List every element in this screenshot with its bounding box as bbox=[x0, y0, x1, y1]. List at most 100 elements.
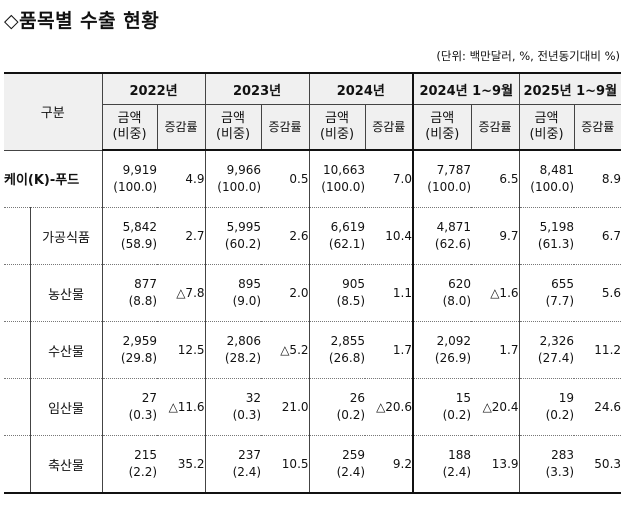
header-change-label: 증감률 bbox=[364, 104, 414, 151]
table-body: 케이(K)-푸드 9,919 (100.0) 4.9 9,966 (100.0) 0.5 10… bbox=[4, 150, 622, 494]
amount-value: 259 bbox=[342, 447, 366, 462]
amount-value: 15 bbox=[455, 390, 472, 405]
amount-share-cell: 27 (0.3) bbox=[101, 378, 158, 436]
amount-share-cell: 8,481 (100.0) bbox=[518, 150, 575, 208]
indent-cell bbox=[4, 378, 30, 436]
amount-share-cell: 9,966 (100.0) bbox=[204, 150, 262, 208]
amount-value: 6,619 bbox=[330, 219, 366, 234]
header-year-2022: 2022년 bbox=[101, 72, 206, 105]
header-amount-share: 금액 (비중) bbox=[308, 104, 366, 151]
change-value: 24.6 bbox=[574, 378, 622, 436]
header-amount-share: 금액 (비중) bbox=[412, 104, 472, 151]
share-value: (62.1) bbox=[328, 237, 366, 251]
indent-cell bbox=[4, 435, 30, 494]
amount-value: 237 bbox=[238, 447, 262, 462]
share-value: (60.2) bbox=[224, 237, 262, 251]
table-row: 케이(K)-푸드 9,919 (100.0) 4.9 9,966 (100.0) 0.5 10… bbox=[4, 150, 622, 208]
row-category-label: 농산물 bbox=[29, 264, 103, 322]
header-amount-label: 금액 bbox=[325, 110, 349, 126]
amount-value: 32 bbox=[245, 390, 262, 405]
amount-share-cell: 5,198 (61.3) bbox=[518, 207, 575, 265]
change-value: 8.9 bbox=[574, 150, 622, 208]
amount-share-cell: 188 (2.4) bbox=[412, 435, 472, 494]
share-value: (28.2) bbox=[224, 351, 262, 365]
change-value: △20.4 bbox=[471, 378, 520, 436]
header-share-label: (비중) bbox=[425, 127, 460, 142]
share-value: (61.3) bbox=[537, 237, 575, 251]
header-share-label: (비중) bbox=[529, 127, 564, 142]
export-table: 구분 2022년 2023년 2024년 2024년 1~9월 2025년 1~… bbox=[4, 72, 622, 494]
amount-value: 5,198 bbox=[539, 219, 575, 234]
change-value: △5.2 bbox=[261, 321, 310, 379]
header-amount-share: 금액 (비중) bbox=[518, 104, 575, 151]
amount-value: 5,995 bbox=[226, 219, 262, 234]
header-change-label: 증감률 bbox=[260, 104, 310, 151]
amount-share-cell: 15 (0.2) bbox=[412, 378, 472, 436]
amount-share-cell: 2,806 (28.2) bbox=[204, 321, 262, 379]
amount-value: 895 bbox=[238, 276, 262, 291]
row-category-label: 축산물 bbox=[29, 435, 103, 494]
amount-share-cell: 4,871 (62.6) bbox=[412, 207, 472, 265]
amount-value: 215 bbox=[134, 447, 158, 462]
share-value: (100.0) bbox=[321, 180, 366, 194]
amount-share-cell: 19 (0.2) bbox=[518, 378, 575, 436]
table-row: 임산물 27 (0.3) △11.6 32 (0.3) 21.0 26 (0.2) △20.6 15… bbox=[4, 378, 622, 436]
amount-share-cell: 2,326 (27.4) bbox=[518, 321, 575, 379]
indent-cell bbox=[4, 207, 30, 265]
header-change-label: 증감률 bbox=[470, 104, 520, 151]
amount-share-cell: 895 (9.0) bbox=[204, 264, 262, 322]
header-amount-share: 금액 (비중) bbox=[204, 104, 262, 151]
header-year-2025-ytd: 2025년 1~9월 bbox=[518, 72, 622, 105]
change-value: 1.7 bbox=[365, 321, 414, 379]
change-value: △20.6 bbox=[365, 378, 414, 436]
amount-value: 2,855 bbox=[330, 333, 366, 348]
amount-share-cell: 26 (0.2) bbox=[308, 378, 366, 436]
share-value: (29.8) bbox=[120, 351, 158, 365]
change-value: 50.3 bbox=[574, 435, 622, 494]
amount-share-cell: 237 (2.4) bbox=[204, 435, 262, 494]
amount-value: 10,663 bbox=[323, 162, 366, 177]
change-value: 9.7 bbox=[471, 207, 520, 265]
change-value: 6.7 bbox=[574, 207, 622, 265]
share-value: (8.5) bbox=[336, 294, 366, 308]
amount-value: 877 bbox=[134, 276, 158, 291]
page-title: ◇품목별 수출 현황 bbox=[4, 10, 160, 32]
change-value: 35.2 bbox=[157, 435, 206, 494]
header-amount-label: 금액 bbox=[534, 110, 559, 126]
header-amount-share: 금액 (비중) bbox=[101, 104, 158, 151]
change-value: 0.5 bbox=[261, 150, 310, 208]
change-value: 4.9 bbox=[157, 150, 206, 208]
row-category-label: 가공식품 bbox=[29, 207, 103, 265]
share-value: (62.6) bbox=[434, 237, 472, 251]
header-amount-label: 금액 bbox=[117, 110, 142, 126]
amount-value: 19 bbox=[558, 390, 575, 405]
amount-value: 655 bbox=[551, 276, 575, 291]
change-value: 10.4 bbox=[365, 207, 414, 265]
share-value: (2.2) bbox=[128, 465, 158, 479]
amount-share-cell: 620 (8.0) bbox=[412, 264, 472, 322]
amount-share-cell: 9,919 (100.0) bbox=[101, 150, 158, 208]
amount-share-cell: 2,959 (29.8) bbox=[101, 321, 158, 379]
amount-value: 620 bbox=[448, 276, 472, 291]
amount-value: 26 bbox=[349, 390, 366, 405]
change-value: 6.5 bbox=[471, 150, 520, 208]
amount-share-cell: 5,995 (60.2) bbox=[204, 207, 262, 265]
change-value: 2.6 bbox=[261, 207, 310, 265]
change-value: 12.5 bbox=[157, 321, 206, 379]
header-year-2024-ytd: 2024년 1~9월 bbox=[412, 72, 520, 105]
change-value: △11.6 bbox=[157, 378, 206, 436]
header-share-label: (비중) bbox=[112, 127, 147, 142]
header-share-label: (비중) bbox=[215, 127, 251, 142]
table-row: 수산물 2,959 (29.8) 12.5 2,806 (28.2) △5.2 2,855 (2… bbox=[4, 321, 622, 379]
change-value: 21.0 bbox=[261, 378, 310, 436]
table-row: 가공식품 5,842 (58.9) 2.7 5,995 (60.2) 2.6 6,619 (62… bbox=[4, 207, 622, 265]
amount-share-cell: 2,092 (26.9) bbox=[412, 321, 472, 379]
unit-note: (단위: 백만달러, %, 전년동기대비 %) bbox=[436, 49, 620, 63]
table-row: 축산물 215 (2.2) 35.2 237 (2.4) 10.5 259 (2.4) 9.2 18… bbox=[4, 435, 622, 494]
amount-value: 9,966 bbox=[226, 162, 262, 177]
header-change-label: 증감률 bbox=[573, 104, 622, 151]
change-value: △1.6 bbox=[471, 264, 520, 322]
share-value: (100.0) bbox=[113, 180, 158, 194]
header-change-label: 증감률 bbox=[156, 104, 206, 151]
share-value: (100.0) bbox=[530, 180, 575, 194]
